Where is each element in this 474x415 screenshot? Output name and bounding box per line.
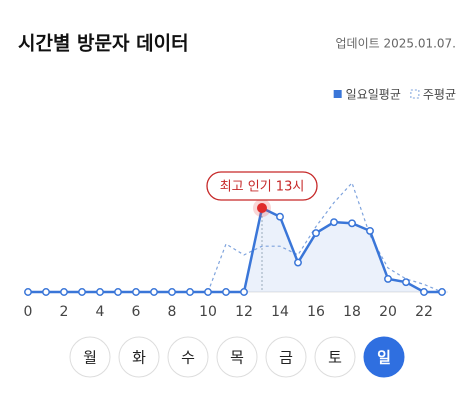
- x-tick-label: 18: [343, 304, 361, 320]
- x-tick-label: 2: [60, 304, 69, 320]
- day-button[interactable]: 수: [167, 336, 209, 378]
- x-tick-label: 6: [132, 304, 141, 320]
- data-point: [294, 258, 302, 267]
- data-point: [114, 288, 122, 296]
- day-label[interactable]: 수: [181, 349, 195, 367]
- day-circle[interactable]: [216, 336, 258, 378]
- data-point: [24, 288, 32, 296]
- data-point: [42, 288, 50, 296]
- day-label[interactable]: 금: [279, 349, 293, 367]
- data-point: [420, 288, 428, 296]
- day-button[interactable]: 목: [216, 336, 258, 378]
- data-point: [96, 288, 104, 296]
- x-tick-label: 12: [235, 304, 253, 320]
- x-tick-label: 0: [24, 304, 33, 320]
- day-label[interactable]: 목: [230, 349, 244, 367]
- legend-label: 주평균: [423, 88, 456, 102]
- annotation-text: 최고 인기 13시: [220, 180, 305, 195]
- highlight-point: [257, 203, 267, 213]
- data-point: [222, 288, 230, 296]
- data-point: [438, 288, 446, 296]
- data-point: [240, 288, 248, 296]
- data-point: [60, 288, 68, 296]
- day-button[interactable]: 월: [69, 336, 111, 378]
- data-point: [132, 288, 140, 296]
- day-label[interactable]: 토: [328, 349, 342, 367]
- x-tick-label: 4: [96, 304, 105, 320]
- area-fill: [28, 208, 442, 292]
- day-circle[interactable]: [167, 336, 209, 378]
- data-point: [384, 274, 392, 283]
- day-button[interactable]: 금: [265, 336, 307, 378]
- data-point: [150, 288, 158, 296]
- data-point: [366, 226, 374, 235]
- data-point: [402, 278, 410, 287]
- day-circle[interactable]: [69, 336, 111, 378]
- day-label[interactable]: 일: [377, 349, 391, 367]
- data-point: [204, 288, 212, 296]
- day-button[interactable]: 일: [363, 336, 405, 378]
- legend-swatch: [333, 90, 342, 98]
- x-tick-label: 10: [199, 304, 217, 320]
- day-label[interactable]: 월: [83, 349, 97, 367]
- day-circle[interactable]: [118, 336, 160, 378]
- data-point: [312, 229, 320, 238]
- day-circle[interactable]: [363, 336, 405, 378]
- data-point: [168, 288, 176, 296]
- data-point: [276, 212, 284, 221]
- legend-label: 일요일평균: [346, 88, 401, 102]
- data-point: [348, 219, 356, 228]
- x-tick-label: 22: [415, 304, 433, 320]
- legend-swatch: [410, 89, 420, 99]
- x-tick-label: 20: [379, 304, 397, 320]
- day-button[interactable]: 토: [314, 336, 356, 378]
- x-tick-label: 16: [307, 304, 325, 320]
- day-label[interactable]: 화: [132, 349, 146, 367]
- x-tick-label: 8: [168, 304, 177, 320]
- data-point: [78, 288, 86, 296]
- title: 시간별 방문자 데이터: [18, 33, 189, 55]
- day-circle[interactable]: [265, 336, 307, 378]
- annotation-box: [206, 171, 318, 201]
- day-button[interactable]: 화: [118, 336, 160, 378]
- x-tick-label: 14: [271, 304, 289, 320]
- data-point: [186, 288, 194, 296]
- day-circle[interactable]: [314, 336, 356, 378]
- data-point: [330, 218, 338, 227]
- updated-date: 업데이트 2025.01.07.: [336, 37, 457, 51]
